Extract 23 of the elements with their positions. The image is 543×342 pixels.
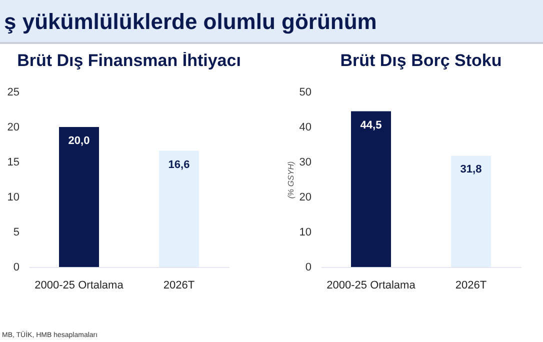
y-tick-label: 20 [7,122,20,134]
y-tick-label: 5 [13,226,20,238]
text: ş yükümlülüklerde olumlu görünüm [0,0,543,44]
y-tick-label: 25 [7,86,20,98]
y-tick-label: 20 [299,192,312,204]
x-tick-label: 2000-25 Ortalama [34,280,124,292]
y-axis-title: (% GSYH) [286,161,296,199]
x-tick-label: 2026T [163,280,195,292]
y-tick-label: 10 [299,226,312,238]
y-tick-label: 50 [299,86,312,98]
data-label: 20,0 [68,135,90,147]
data-label: 16,6 [168,158,190,171]
y-tick-label: 10 [7,192,20,204]
data-label: 44,5 [360,119,382,132]
y-tick-label: 0 [305,262,312,274]
x-tick-label: 2000-25 Ortalama [326,280,416,292]
chart-title: Brüt Dış Borç Stoku [340,51,502,70]
y-tick-label: 40 [299,122,312,134]
data-label: 31,8 [460,164,482,176]
y-tick-label: 30 [299,156,312,168]
x-tick-label: 2026T [455,280,487,292]
y-tick-label: 15 [7,156,20,168]
y-tick-label: 0 [13,262,20,274]
